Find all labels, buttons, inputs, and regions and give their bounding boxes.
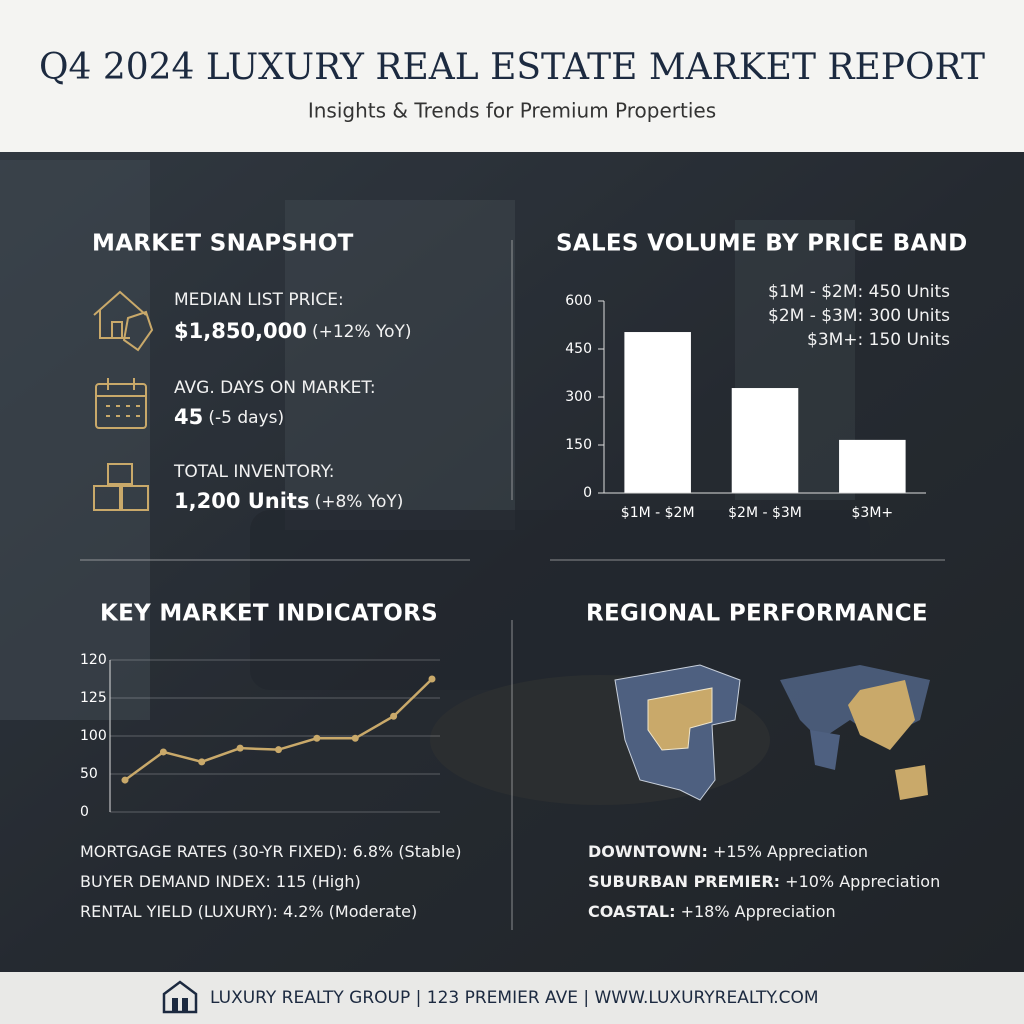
indicator: BUYER DEMAND INDEX: 115 (High) bbox=[80, 872, 361, 891]
annotation: $3M+: 150 Units bbox=[807, 330, 950, 350]
annotation: $1M - $2M: 450 Units bbox=[768, 282, 950, 302]
label: SUBURBAN PREMIER: bbox=[588, 872, 780, 891]
y-tick-label: 120 bbox=[80, 652, 107, 668]
change: (+12% YoY) bbox=[312, 322, 412, 342]
indicator: MORTGAGE RATES (30-YR FIXED): 6.8% (Stab… bbox=[80, 842, 461, 861]
value: $1,850,000 bbox=[174, 319, 307, 343]
footer-bg bbox=[0, 972, 1024, 1024]
region: COASTAL: +18% Appreciation bbox=[588, 902, 836, 921]
world-map bbox=[780, 665, 930, 800]
y-tick-label: 50 bbox=[80, 766, 98, 782]
section-title: REGIONAL PERFORMANCE bbox=[586, 601, 928, 627]
x-tick-label: $1M - $2M bbox=[621, 505, 695, 521]
window bbox=[0, 160, 150, 720]
value: 6.8% (Stable) bbox=[353, 842, 462, 861]
sofa bbox=[250, 510, 870, 690]
stat-label: TOTAL INVENTORY: bbox=[173, 462, 335, 482]
title: Q4 2024 LUXURY REAL ESTATE MARKET REPORT bbox=[39, 47, 985, 88]
y-tick-label: 300 bbox=[565, 389, 592, 405]
calendar-icon bbox=[95, 378, 147, 429]
y-tick-label: 100 bbox=[80, 728, 107, 744]
y-tick-label: 600 bbox=[565, 293, 592, 309]
section-title: KEY MARKET INDICATORS bbox=[100, 601, 438, 627]
section-title: MARKET SNAPSHOT bbox=[92, 231, 354, 257]
point bbox=[275, 746, 282, 754]
logo bbox=[162, 980, 198, 1014]
change: (+8% YoY) bbox=[315, 492, 404, 512]
label: MORTGAGE RATES (30-YR FIXED): bbox=[80, 842, 347, 861]
value: 1,200 Units bbox=[174, 489, 309, 513]
house-icon bbox=[93, 290, 154, 352]
region: SUBURBAN PREMIER: +10% Appreciation bbox=[588, 872, 940, 891]
label: BUYER DEMAND INDEX: bbox=[80, 872, 271, 891]
point bbox=[428, 675, 436, 683]
point bbox=[351, 734, 359, 742]
value: 115 (High) bbox=[276, 872, 361, 891]
region: DOWNTOWN: +15% Appreciation bbox=[588, 842, 868, 861]
point bbox=[236, 744, 244, 752]
label: DOWNTOWN: bbox=[588, 842, 708, 861]
point bbox=[390, 712, 398, 720]
bar bbox=[731, 388, 799, 493]
y-tick-label: 0 bbox=[80, 804, 89, 820]
y-tick-label: 125 bbox=[80, 690, 107, 706]
point bbox=[159, 748, 167, 756]
point bbox=[198, 758, 206, 766]
stat-label: AVG. DAYS ON MARKET: bbox=[174, 378, 376, 398]
line-chart: 0 50 100 125 120 bbox=[80, 652, 440, 820]
us-map bbox=[614, 664, 741, 801]
stat-value: 45 (-5 days) bbox=[174, 405, 284, 429]
value: +18% Appreciation bbox=[681, 902, 836, 921]
label: COASTAL: bbox=[588, 902, 675, 921]
x-tick-label: $3M+ bbox=[852, 505, 894, 521]
change: (-5 days) bbox=[208, 408, 284, 428]
stat-label: MEDIAN LIST PRICE: bbox=[174, 290, 344, 310]
point bbox=[121, 776, 129, 784]
bar bbox=[624, 332, 691, 493]
indicator: RENTAL YIELD (LUXURY): 4.2% (Moderate) bbox=[80, 902, 417, 921]
value: 45 bbox=[174, 405, 203, 429]
section-title: SALES VOLUME BY PRICE BAND bbox=[556, 231, 968, 257]
stat-value: $1,850,000 (+12% YoY) bbox=[174, 319, 412, 343]
value: +10% Appreciation bbox=[785, 872, 940, 891]
label: RENTAL YIELD (LUXURY): bbox=[80, 902, 278, 921]
y-tick-label: 0 bbox=[583, 485, 592, 501]
stat-value: 1,200 Units (+8% YoY) bbox=[174, 489, 403, 513]
y-tick-label: 150 bbox=[565, 437, 592, 453]
y-tick-label: 450 bbox=[565, 341, 592, 357]
value: +15% Appreciation bbox=[713, 842, 868, 861]
footer-text: LUXURY REALTY GROUP | 123 PREMIER AVE | … bbox=[210, 988, 819, 1008]
subtitle: Insights & Trends for Premium Properties bbox=[308, 99, 716, 123]
point bbox=[313, 734, 321, 742]
x-tick-label: $2M - $3M bbox=[728, 505, 802, 521]
value: 4.2% (Moderate) bbox=[283, 902, 417, 921]
window bbox=[285, 200, 515, 530]
annotation: $2M - $3M: 300 Units bbox=[768, 306, 950, 326]
bar bbox=[839, 439, 906, 493]
bar-chart: 0 150 300 450 600 $1M - $2M $2M - $3M $3M+ bbox=[565, 293, 926, 521]
header-bg bbox=[0, 0, 1024, 152]
boxes-icon bbox=[93, 463, 149, 511]
